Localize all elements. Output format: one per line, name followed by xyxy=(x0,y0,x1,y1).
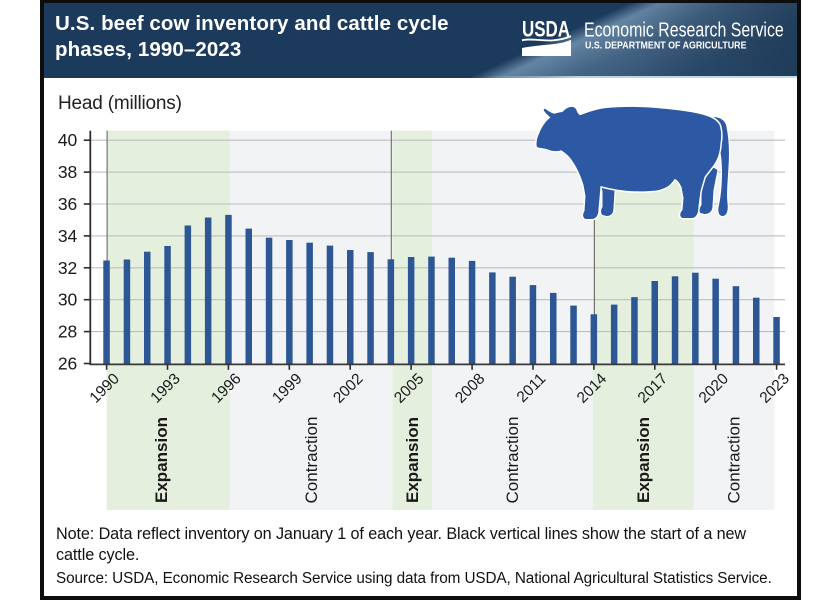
svg-text:Expansion: Expansion xyxy=(152,417,171,503)
svg-text:USDA: USDA xyxy=(522,19,570,42)
svg-text:Expansion: Expansion xyxy=(403,417,422,503)
svg-text:34: 34 xyxy=(58,226,78,246)
svg-text:Contraction: Contraction xyxy=(302,417,321,504)
svg-text:Economic Research Service: Economic Research Service xyxy=(584,18,784,40)
svg-text:30: 30 xyxy=(58,290,78,310)
svg-text:36: 36 xyxy=(58,194,77,214)
svg-text:32: 32 xyxy=(58,258,77,278)
svg-text:26: 26 xyxy=(58,354,77,374)
svg-text:U.S. DEPARTMENT OF AGRICULTURE: U.S. DEPARTMENT OF AGRICULTURE xyxy=(585,40,747,51)
svg-text:Contraction: Contraction xyxy=(503,417,522,504)
svg-text:Contraction: Contraction xyxy=(725,417,744,504)
svg-text:40: 40 xyxy=(58,130,78,150)
svg-text:Expansion: Expansion xyxy=(634,417,653,503)
svg-text:28: 28 xyxy=(58,322,77,342)
svg-text:38: 38 xyxy=(58,162,77,182)
